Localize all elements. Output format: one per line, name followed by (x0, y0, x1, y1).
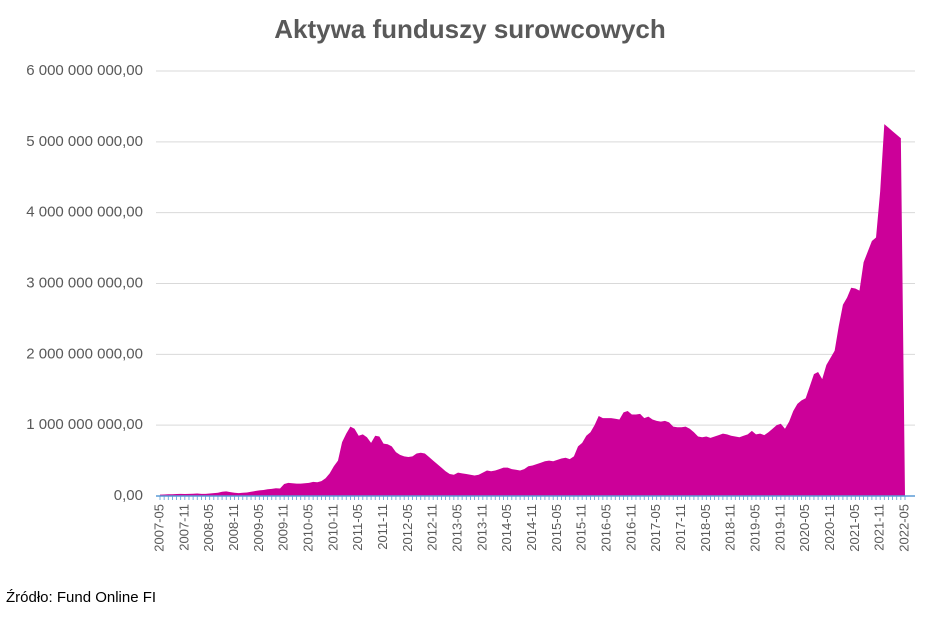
x-tick-label: 2011-05 (350, 504, 365, 551)
x-tick-label: 2007-05 (151, 504, 166, 552)
x-tick-label: 2012-11 (425, 504, 440, 551)
x-tick-label: 2016-05 (598, 504, 613, 552)
x-tick-label: 2009-11 (276, 504, 291, 551)
y-tick-label: 4 000 000 000,00 (26, 204, 143, 221)
x-tick-label: 2009-05 (251, 504, 266, 552)
x-tick-label: 2015-05 (549, 504, 564, 552)
x-tick-label: 2018-11 (723, 504, 738, 551)
x-tick-label: 2015-11 (574, 504, 589, 551)
x-tick-label: 2012-05 (400, 504, 415, 552)
x-tick-label: 2020-05 (797, 504, 812, 552)
x-tick-label: 2017-05 (648, 504, 663, 552)
y-tick-label: 1 000 000 000,00 (26, 416, 143, 433)
x-tick-label: 2017-11 (673, 504, 688, 551)
x-tick-label: 2013-05 (449, 504, 464, 552)
y-tick-label: 3 000 000 000,00 (26, 274, 143, 291)
y-tick-label: 0,00 (114, 487, 143, 504)
y-tick-label: 5 000 000 000,00 (26, 133, 143, 150)
x-tick-label: 2019-05 (747, 504, 762, 552)
x-tick-label: 2011-11 (375, 504, 390, 550)
chart-title: Aktywa funduszy surowcowych (274, 14, 666, 44)
x-tick-label: 2016-11 (623, 504, 638, 551)
x-tick-label: 2019-11 (772, 504, 787, 551)
x-tick-label: 2008-05 (201, 504, 216, 552)
x-tick-label: 2018-05 (698, 504, 713, 552)
x-tick-label: 2007-11 (176, 504, 191, 551)
x-tick-label: 2020-11 (822, 504, 837, 551)
x-tick-label: 2021-11 (872, 504, 887, 551)
x-tick-label: 2021-05 (847, 504, 862, 552)
area (160, 124, 905, 496)
x-tick-label: 2014-05 (499, 504, 514, 552)
x-tick-label: 2008-11 (226, 504, 241, 551)
x-tick-label: 2010-05 (300, 504, 315, 552)
y-tick-label: 6 000 000 000,00 (26, 62, 143, 79)
x-tick-label: 2022-05 (896, 504, 911, 552)
x-tick-label: 2013-11 (474, 504, 489, 551)
x-tick-label: 2010-11 (325, 504, 340, 551)
x-tick-label: 2014-11 (524, 504, 539, 551)
source-note: Źródło: Fund Online FI (6, 589, 156, 606)
y-tick-label: 2 000 000 000,00 (26, 345, 143, 362)
